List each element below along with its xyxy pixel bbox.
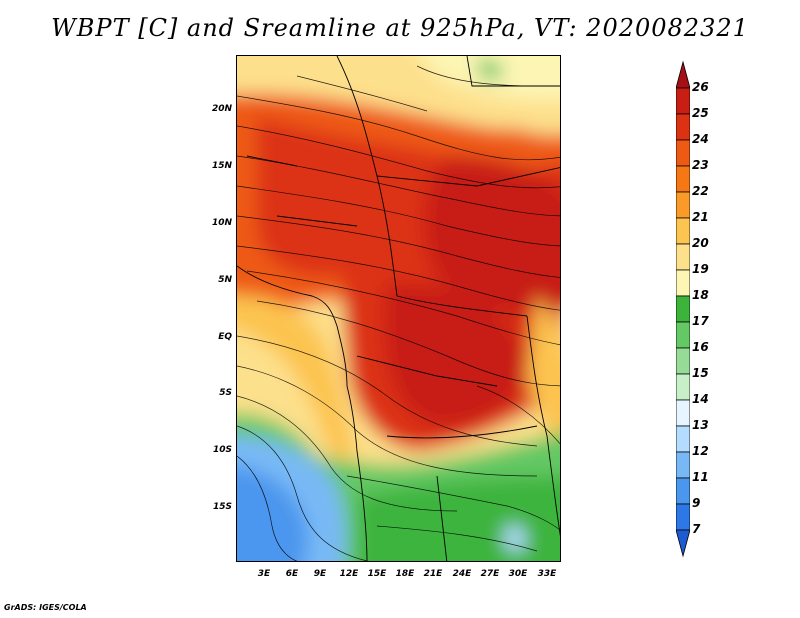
lon-label: 30E <box>508 569 528 579</box>
lat-label: 15S <box>212 502 232 512</box>
colorbar-segment <box>676 165 690 193</box>
lat-label: 10S <box>212 445 232 455</box>
colorbar-segment <box>676 113 690 141</box>
lon-label: 27E <box>480 569 500 579</box>
lat-label: 5N <box>218 275 232 285</box>
temperature-field <box>237 56 560 561</box>
country-borders <box>237 56 560 561</box>
lon-label: 24E <box>452 569 472 579</box>
colorbar-segment <box>676 399 690 427</box>
lon-label: 12E <box>339 569 359 579</box>
colorbar-level-label: 22 <box>692 184 709 198</box>
colorbar-level-label: 12 <box>692 444 709 458</box>
lon-label: 15E <box>367 569 387 579</box>
colorbar-level-label: 17 <box>692 314 709 328</box>
colorbar-level-label: 14 <box>692 392 709 406</box>
colorbar-segment <box>676 321 690 349</box>
lon-label: 33E <box>537 569 557 579</box>
lat-label: 15N <box>211 161 232 171</box>
colorbar-level-label: 21 <box>692 210 709 224</box>
lat-label: 10N <box>211 218 232 228</box>
lon-label: 3E <box>257 569 271 579</box>
colorbar-segment <box>676 503 690 531</box>
chart-title: WBPT [C] and Sreamline at 925hPa, VT: 20… <box>51 14 749 42</box>
colorbar-segment <box>676 295 690 323</box>
colorbar-segment <box>676 60 690 89</box>
colorbar-level-label: 25 <box>692 106 709 120</box>
colorbar-segment <box>676 477 690 505</box>
colorbar-level-label: 7 <box>692 522 701 536</box>
colorbar <box>676 60 690 558</box>
colorbar-level-label: 26 <box>692 80 709 94</box>
lon-label: 9E <box>313 569 327 579</box>
colorbar-level-label: 13 <box>692 418 709 432</box>
footer-credit: GrADS: IGES/COLA <box>4 603 87 612</box>
lat-label: 5S <box>219 388 232 398</box>
wbpt-map <box>237 56 560 561</box>
colorbar-level-label: 15 <box>692 366 709 380</box>
colorbar-level-label: 19 <box>692 262 709 276</box>
lon-label: 6E <box>285 569 299 579</box>
colorbar-level-label: 24 <box>692 132 709 146</box>
lat-label: EQ <box>218 332 232 342</box>
colorbar-level-label: 18 <box>692 288 709 302</box>
lat-label: 20N <box>211 104 232 114</box>
colorbar-segment <box>676 529 690 558</box>
colorbar-level-label: 23 <box>692 158 709 172</box>
colorbar-segment <box>676 347 690 375</box>
colorbar-segment <box>676 139 690 167</box>
colorbar-level-label: 9 <box>692 496 701 510</box>
colorbar-segment <box>676 373 690 401</box>
colorbar-level-label: 20 <box>692 236 709 250</box>
colorbar-level-label: 16 <box>692 340 709 354</box>
lon-label: 18E <box>395 569 415 579</box>
colorbar-segment <box>676 269 690 297</box>
colorbar-segment <box>676 451 690 479</box>
map-panel <box>236 55 561 562</box>
lon-label: 21E <box>423 569 443 579</box>
colorbar-segment <box>676 243 690 271</box>
colorbar-segment <box>676 191 690 219</box>
colorbar-segment <box>676 425 690 453</box>
colorbar-segment <box>676 87 690 115</box>
colorbar-level-label: 11 <box>692 470 709 484</box>
colorbar-segment <box>676 217 690 245</box>
